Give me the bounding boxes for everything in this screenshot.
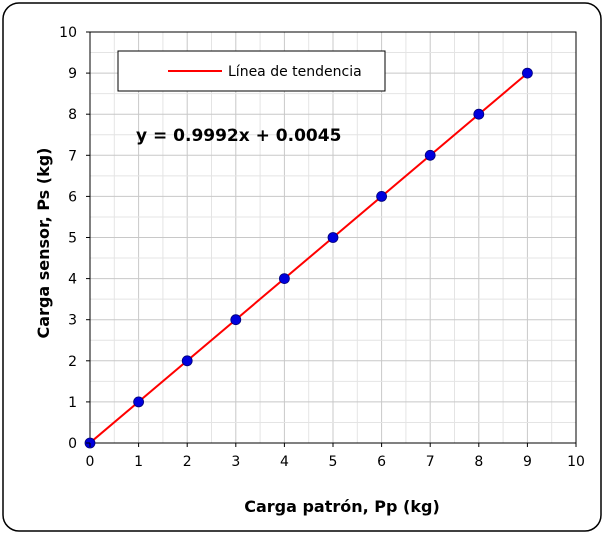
x-tick-label: 2 [183,454,192,470]
data-point [424,149,436,161]
x-tick-label: 1 [134,454,143,470]
x-tick-label: 3 [231,454,240,470]
x-tick-label: 4 [280,454,289,470]
data-point [278,273,290,285]
tick-labels: 0 1 2 3 4 5 6 7 8 9 10 0 1 2 3 4 5 6 7 8 9 10 [59,25,585,470]
x-tick-label: 5 [329,454,338,470]
legend: Línea de tendencia [117,50,386,92]
data-point [376,190,388,202]
data-point [522,67,533,79]
y-tick-label: 10 [59,25,77,41]
data-point [473,108,485,120]
y-tick-label: 3 [68,313,77,329]
data-point [181,355,193,367]
x-tick-label: 6 [377,454,386,470]
y-axis-title: Carga sensor, Ps (kg) [34,148,53,339]
data-points [84,67,533,449]
x-tick-label: 0 [86,454,95,470]
y-tick-label: 2 [68,354,77,370]
y-tick-label: 5 [68,231,77,247]
x-axis-title: Carga patrón, Pp (kg) [244,497,440,516]
trendline-equation: y = 0.9992x + 0.0045 [136,126,341,146]
y-tick-label: 1 [68,395,77,411]
y-tick-label: 6 [68,189,77,205]
x-tick-label: 7 [426,454,435,470]
y-tick-label: 9 [68,66,77,82]
y-tick-label: 0 [68,436,77,452]
x-tick-label: 8 [474,454,483,470]
data-point [327,232,339,243]
data-point [133,396,145,408]
x-tick-label: 10 [567,454,585,470]
y-tick-label: 4 [68,272,77,288]
legend-box [117,50,386,92]
y-tick-label: 7 [68,148,77,164]
trendline-layer [89,72,529,444]
x-tick-label: 9 [523,454,532,470]
trendline [89,72,529,444]
data-point [230,314,242,326]
legend-trendline-label: Línea de tendencia [228,64,362,80]
y-tick-label: 8 [68,107,77,123]
